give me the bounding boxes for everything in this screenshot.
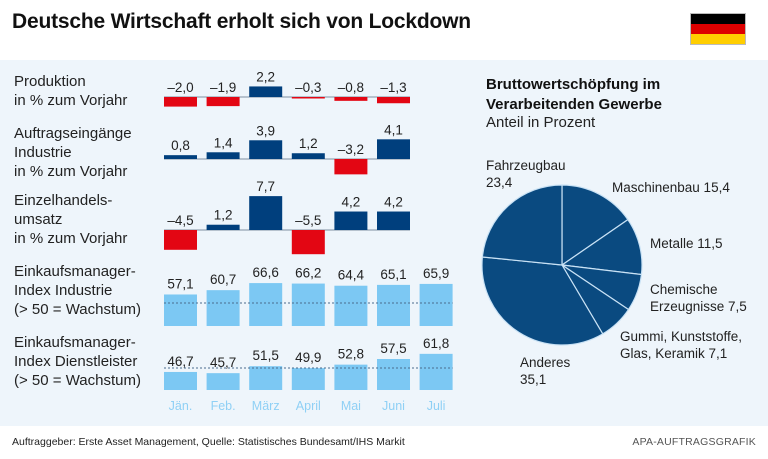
pmi-value-0-0: 57,1: [167, 276, 193, 291]
pie-label-gummi: Gummi, Kunststoffe, Glas, Keramik 7,1: [620, 329, 743, 361]
bar-1-5: [377, 139, 410, 159]
bar-1-0: [164, 155, 197, 159]
value-label-0-0: –2,0: [167, 80, 193, 95]
bar-0-3: [291, 97, 325, 99]
pie-label-metalle: Metalle 11,5: [650, 236, 723, 251]
pmi-value-1-1: 45,7: [210, 355, 236, 370]
value-label-1-3: 1,2: [299, 136, 318, 151]
pmi-bar-0-2: [249, 283, 283, 326]
bar-0-5: [377, 97, 410, 104]
month-label-1: Feb.: [211, 399, 236, 413]
bar-0-4: [334, 97, 368, 101]
pmi-bar-1-2: [249, 366, 283, 390]
bar-2-3: [291, 230, 325, 255]
value-label-1-0: 0,8: [171, 138, 190, 153]
pie-subtitle: Anteil in Prozent: [486, 114, 596, 131]
month-label-3: April: [296, 399, 321, 413]
value-label-2-3: –5,5: [295, 213, 321, 228]
bar-2-4: [334, 211, 368, 230]
row-label-einzelhandel: Einzelhandels- umsatz in % zum Vorjahr: [14, 192, 128, 247]
value-label-1-5: 4,1: [384, 122, 403, 137]
row-label-auftragseingaenge: Auftragseingänge Industrie in % zum Vorj…: [14, 125, 132, 180]
bar-1-3: [291, 153, 325, 159]
pmi-value-0-2: 66,6: [253, 265, 279, 280]
row-label-pmi-industrie: Einkaufsmanager- Index Industrie (> 50 =…: [14, 263, 141, 318]
value-label-0-1: –1,9: [210, 80, 236, 95]
bar-0-0: [164, 97, 197, 107]
pmi-bar-1-0: [164, 371, 197, 390]
pmi-bar-1-4: [334, 364, 368, 390]
bar-2-0: [164, 230, 197, 250]
value-label-2-1: 1,2: [214, 208, 233, 223]
pmi-bar-0-0: [164, 294, 197, 326]
germany-flag-icon: [690, 13, 746, 45]
page-title: Deutsche Wirtschaft erholt sich von Lock…: [12, 10, 471, 33]
value-label-0-4: –0,8: [338, 80, 364, 95]
value-label-1-1: 1,4: [214, 135, 233, 150]
pmi-value-1-4: 52,8: [338, 347, 364, 362]
pmi-value-1-5: 57,5: [380, 341, 406, 356]
pmi-bar-0-5: [377, 284, 410, 326]
pmi-value-0-4: 64,4: [338, 268, 365, 283]
pie-label-chemie: Chemische Erzeugnisse 7,5: [650, 282, 747, 314]
pmi-bar-1-1: [206, 373, 240, 390]
row-label-produktion: Produktion in % zum Vorjahr: [14, 73, 128, 109]
value-label-0-5: –1,3: [380, 80, 406, 95]
pmi-bar-0-1: [206, 290, 240, 326]
value-label-2-4: 4,2: [342, 195, 361, 210]
value-label-2-2: 7,7: [256, 179, 275, 194]
value-label-1-2: 3,9: [256, 123, 275, 138]
month-label-6: Juli: [427, 399, 446, 413]
bar-1-4: [334, 159, 368, 175]
pmi-value-1-0: 46,7: [167, 354, 193, 369]
source-note: Auftraggeber: Erste Asset Management, Qu…: [12, 436, 405, 448]
bar-1-1: [206, 152, 240, 159]
pmi-value-0-5: 65,1: [380, 267, 406, 282]
bar-0-1: [206, 97, 240, 107]
pie-label-fahrzeugbau: Fahrzeugbau 23,4: [486, 158, 566, 190]
bar-2-5: [377, 211, 410, 230]
month-label-0: Jän.: [169, 399, 193, 413]
pie-slice-anderes: [481, 256, 604, 346]
month-label-5: Juni: [382, 399, 405, 413]
value-label-2-0: –4,5: [167, 213, 193, 228]
bar-1-2: [249, 140, 283, 159]
pmi-value-1-3: 49,9: [295, 350, 321, 365]
pmi-value-0-3: 66,2: [295, 266, 321, 281]
pmi-bar-0-3: [291, 283, 325, 326]
pie-slice-fahrzeugbau: [481, 184, 563, 266]
pmi-value-0-6: 65,9: [423, 266, 449, 281]
pmi-value-1-2: 51,5: [253, 348, 279, 363]
pie-label-maschinenbau: Maschinenbau 15,4: [612, 180, 730, 195]
pmi-bar-1-6: [419, 353, 453, 390]
pmi-bar-0-4: [334, 285, 368, 326]
value-label-1-4: –3,2: [338, 142, 364, 157]
pmi-bar-1-3: [291, 368, 325, 390]
pmi-value-1-6: 61,8: [423, 336, 449, 351]
bar-2-2: [249, 196, 283, 230]
value-label-0-2: 2,2: [256, 69, 275, 84]
pmi-bar-1-5: [377, 359, 410, 390]
bar-2-1: [206, 224, 240, 230]
pie-slice-maschinenbau: [561, 184, 629, 267]
value-label-2-5: 4,2: [384, 195, 403, 210]
bar-0-2: [249, 86, 283, 97]
credit: APA-AUFTRAGSGRAFIK: [632, 436, 756, 448]
pmi-value-0-1: 60,7: [210, 272, 236, 287]
pie-title: Bruttowertschöpfung im Verarbeitenden Ge…: [486, 76, 662, 113]
pmi-bar-0-6: [419, 283, 453, 326]
month-label-2: März: [252, 399, 280, 413]
month-label-4: Mai: [341, 399, 361, 413]
value-label-0-3: –0,3: [295, 80, 321, 95]
pie-label-anderes: Anderes 35,1: [520, 355, 571, 387]
row-label-pmi-dienstleister: Einkaufsmanager- Index Dienstleister (> …: [14, 334, 141, 389]
